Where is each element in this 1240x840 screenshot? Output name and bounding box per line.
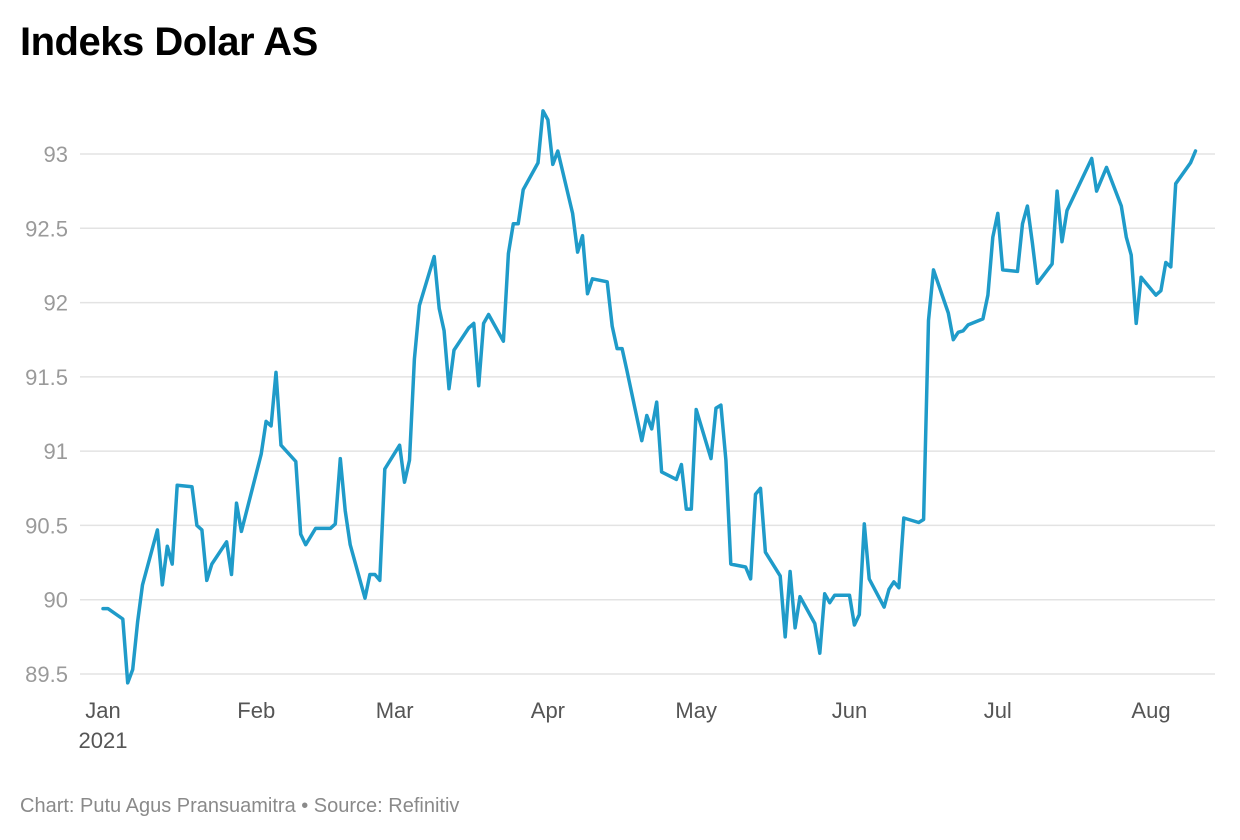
y-tick-label-90.5: 90.5 bbox=[25, 513, 68, 538]
x-tick-label-aug: Aug bbox=[1131, 698, 1170, 723]
chart-title: Indeks Dolar AS bbox=[20, 20, 318, 64]
x-tick-sublabel-2021: 2021 bbox=[79, 728, 128, 753]
chart-footer: Chart: Putu Agus Pransuamitra • Source: … bbox=[20, 795, 460, 817]
x-tick-label-jun: Jun bbox=[832, 698, 867, 723]
y-tick-label-92: 92 bbox=[44, 291, 68, 316]
x-tick-label-feb: Feb bbox=[237, 698, 275, 723]
gridlines bbox=[80, 153, 1215, 675]
x-tick-label-may: May bbox=[675, 698, 717, 723]
y-tick-label-92.5: 92.5 bbox=[25, 216, 68, 241]
x-axis-ticks: Jan 2021 Feb Mar Apr May Jun Jul Aug bbox=[79, 698, 1171, 753]
y-tick-label-90: 90 bbox=[44, 588, 68, 613]
series-points-0 bbox=[103, 111, 1196, 683]
series-line-0 bbox=[101, 109, 1198, 685]
y-tick-label-89.5: 89.5 bbox=[25, 662, 68, 687]
x-tick-label-jul: Jul bbox=[984, 698, 1012, 723]
x-tick-label-mar: Mar bbox=[376, 698, 414, 723]
x-tick-label-apr: Apr bbox=[531, 698, 565, 723]
y-tick-label-91: 91 bbox=[44, 439, 68, 464]
y-axis-ticks: 89.5 90 90.5 91 91.5 92 92.5 93 bbox=[25, 142, 68, 687]
series-group bbox=[101, 109, 1198, 685]
y-tick-label-93: 93 bbox=[44, 142, 68, 167]
x-tick-label-jan: Jan bbox=[85, 698, 120, 723]
y-tick-label-91.5: 91.5 bbox=[25, 365, 68, 390]
